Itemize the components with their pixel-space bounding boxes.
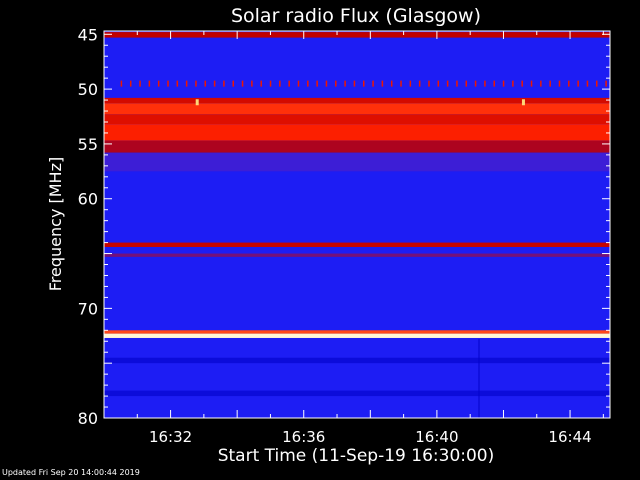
x-tick-label: 16:44 bbox=[548, 428, 591, 446]
spectrogram-background bbox=[104, 31, 610, 418]
spectrogram-band bbox=[104, 114, 610, 125]
interference-tick bbox=[260, 80, 262, 87]
chart-title: Solar radio Flux (Glasgow) bbox=[231, 5, 481, 27]
interference-tick bbox=[307, 80, 309, 87]
y-tick-label: 60 bbox=[78, 190, 98, 209]
vertical-streaks bbox=[478, 339, 480, 418]
interference-tick bbox=[344, 80, 346, 87]
interference-tick bbox=[428, 80, 430, 87]
interference-tick bbox=[456, 80, 458, 87]
interference-tick bbox=[558, 80, 561, 87]
interference-tick bbox=[474, 80, 477, 87]
interference-tick bbox=[362, 80, 365, 87]
vertical-streak bbox=[478, 339, 480, 418]
interference-tick bbox=[325, 80, 328, 87]
interference-spike bbox=[195, 99, 199, 106]
spectrogram-band bbox=[104, 390, 610, 397]
interference-tick bbox=[288, 80, 290, 87]
interference-tick bbox=[446, 80, 449, 87]
interference-tick bbox=[409, 80, 412, 87]
y-axis-label: Frequency [MHz] bbox=[46, 157, 65, 291]
spectrogram-band bbox=[104, 357, 610, 364]
interference-tick bbox=[176, 80, 179, 87]
spectrogram-band bbox=[104, 103, 610, 115]
interference-tick bbox=[502, 80, 505, 87]
interference-tick bbox=[251, 80, 253, 87]
interference-tick bbox=[493, 80, 495, 87]
spectrogram-band bbox=[104, 333, 610, 338]
interference-tick bbox=[195, 80, 197, 87]
interference-tick bbox=[353, 80, 356, 87]
interference-tick bbox=[390, 80, 393, 87]
plot-frame bbox=[103, 30, 611, 419]
interference-tick bbox=[465, 80, 468, 87]
interference-tick bbox=[223, 80, 225, 87]
interference-tick bbox=[185, 80, 188, 87]
interference-tick bbox=[437, 80, 440, 87]
interference-tick bbox=[372, 80, 374, 87]
spectrogram-band bbox=[104, 253, 610, 257]
spectrogram-band bbox=[104, 32, 610, 38]
spectrogram-band bbox=[104, 97, 610, 104]
interference-tick bbox=[605, 80, 607, 87]
interference-tick bbox=[586, 80, 589, 87]
interference-tick bbox=[512, 80, 514, 87]
interference-tick bbox=[596, 80, 598, 87]
interference-tick bbox=[530, 80, 533, 87]
spectrogram-band bbox=[104, 140, 610, 153]
interference-spike bbox=[521, 99, 525, 106]
interference-tick bbox=[381, 80, 384, 87]
spectrogram-band bbox=[104, 242, 610, 247]
interference-tick bbox=[549, 80, 551, 87]
spectrogram-plot-area bbox=[103, 30, 611, 419]
x-tick-label: 16:40 bbox=[415, 428, 458, 446]
interference-tick bbox=[418, 80, 421, 87]
interference-tick bbox=[521, 80, 523, 87]
interference-tick bbox=[269, 80, 272, 87]
interference-ticks bbox=[120, 80, 607, 87]
interference-tick bbox=[279, 80, 281, 87]
interference-tick bbox=[577, 80, 579, 87]
interference-tick bbox=[232, 80, 234, 87]
y-tick-label: 45 bbox=[78, 25, 98, 44]
updated-timestamp: Updated Fri Sep 20 14:00:44 2019 bbox=[2, 468, 140, 477]
interference-tick bbox=[400, 80, 402, 87]
spectrogram-band bbox=[104, 330, 610, 334]
interference-tick bbox=[213, 80, 216, 87]
y-tick-label: 55 bbox=[78, 135, 98, 154]
interference-tick bbox=[167, 80, 169, 87]
y-tick-label: 50 bbox=[78, 80, 98, 99]
interference-tick bbox=[148, 80, 151, 87]
spectrogram-band bbox=[104, 152, 610, 172]
interference-spikes bbox=[195, 99, 525, 106]
x-axis: 16:32 16:36 16:40 16:44 bbox=[103, 31, 604, 446]
interference-tick bbox=[568, 80, 570, 87]
interference-tick bbox=[157, 80, 160, 87]
spectrogram-bands bbox=[104, 32, 610, 397]
x-tick-label: 16:36 bbox=[282, 428, 325, 446]
interference-tick bbox=[484, 80, 486, 87]
y-axis: 45 50 55 60 70 80 bbox=[78, 25, 610, 428]
interference-tick bbox=[335, 80, 337, 87]
interference-tick bbox=[120, 80, 123, 87]
interference-tick bbox=[241, 80, 244, 87]
x-tick-label: 16:32 bbox=[149, 428, 192, 446]
interference-tick bbox=[540, 80, 542, 87]
y-tick-label: 80 bbox=[78, 409, 98, 428]
y-tick-label: 70 bbox=[78, 299, 98, 318]
spectrogram-band bbox=[104, 124, 610, 141]
interference-tick bbox=[139, 80, 141, 87]
interference-tick bbox=[297, 80, 300, 87]
interference-tick bbox=[316, 80, 318, 87]
interference-tick bbox=[129, 80, 132, 87]
x-axis-label: Start Time (11-Sep-19 16:30:00) bbox=[218, 446, 495, 466]
interference-tick bbox=[204, 80, 207, 87]
